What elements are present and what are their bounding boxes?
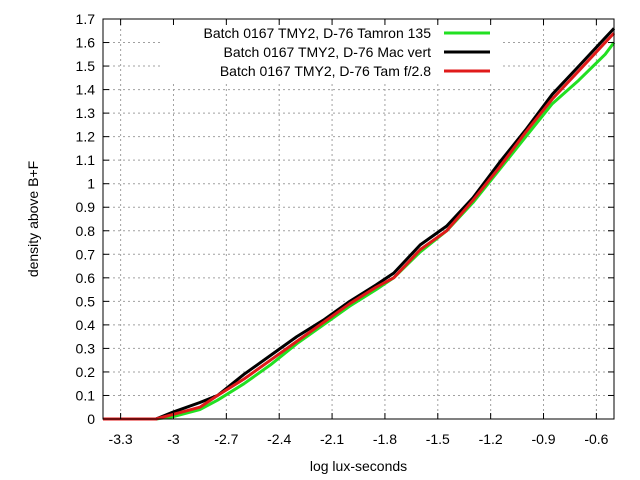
y-tick-label: 0.6	[76, 270, 96, 286]
series-line-1	[103, 41, 616, 421]
y-tick-label: 0.2	[76, 364, 96, 380]
x-tick-label: -3	[167, 431, 180, 447]
x-tick-label: -1.5	[426, 431, 450, 447]
x-tick-label: -2.7	[214, 431, 238, 447]
y-tick-label: 0.7	[76, 246, 96, 262]
legend: Batch 0167 TMY2, D-76 Tamron 135 Batch 01…	[204, 25, 490, 79]
y-tick-label: 1.6	[76, 35, 96, 51]
legend-label-1: Batch 0167 TMY2, D-76 Tamron 135	[204, 25, 432, 41]
y-tick-label: 0.5	[76, 293, 96, 309]
y-tick-label: 0.3	[76, 340, 96, 356]
y-tick-label: 1.7	[76, 11, 96, 27]
y-tick-label: 0.9	[76, 199, 96, 215]
series-line-2	[103, 27, 616, 421]
y-tick-label: 1.1	[76, 152, 96, 168]
x-tick-label: -1.2	[479, 431, 503, 447]
x-tick-label: -3.3	[109, 431, 133, 447]
legend-label-2: Batch 0167 TMY2, D-76 Mac vert	[224, 44, 432, 60]
y-tick-label: 0.1	[76, 387, 96, 403]
x-tick-label: -0.9	[531, 431, 555, 447]
y-tick-label: 1.5	[76, 58, 96, 74]
grid	[103, 19, 614, 419]
y-tick-label: 1.2	[76, 129, 96, 145]
x-tick-label: -1.8	[373, 431, 397, 447]
legend-background	[160, 21, 500, 83]
series-lines	[103, 27, 616, 421]
y-tick-label: 0	[87, 411, 95, 427]
y-axis-label: density above B+F	[25, 161, 41, 277]
x-axis-label: log lux-seconds	[310, 458, 407, 474]
y-tick-label: 1	[87, 176, 95, 192]
x-tick-label: -2.1	[320, 431, 344, 447]
plot-frame	[102, 18, 615, 420]
x-tick-label: -0.6	[584, 431, 608, 447]
y-tick-label: 0.4	[76, 317, 96, 333]
y-tick-label: 1.4	[76, 82, 96, 98]
series-line-3	[103, 32, 616, 421]
legend-label-3: Batch 0167 TMY2, D-76 Tam f/2.8	[220, 63, 431, 79]
y-tick-label: 1.3	[76, 105, 96, 121]
x-tick-label: -2.4	[267, 431, 291, 447]
y-tick-label: 0.8	[76, 223, 96, 239]
axis-ticks: 0 0.1 0.2 0.3 0.4 0.5 0.6 0.7 0.8 0.9 1 1.1 1.2 1.3 1.…	[76, 11, 614, 447]
